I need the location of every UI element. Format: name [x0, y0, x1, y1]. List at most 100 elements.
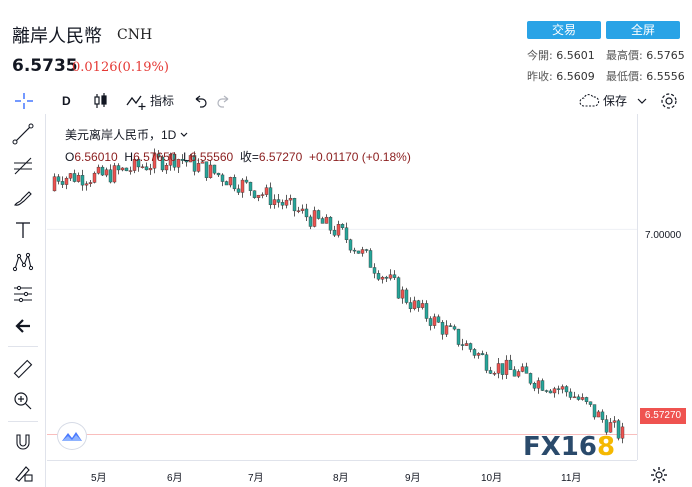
chart-settings-icon[interactable] [650, 466, 668, 484]
legend-chevron-icon[interactable] [180, 129, 188, 143]
brush-icon[interactable] [10, 186, 36, 210]
candle-body [72, 173, 77, 182]
text-tool-icon[interactable] [10, 218, 36, 242]
candle-body [256, 194, 261, 198]
magnet-icon[interactable] [10, 430, 36, 454]
candle-body [408, 302, 413, 309]
candle-body [148, 168, 153, 171]
candle-body [324, 216, 329, 224]
candle-body [156, 153, 161, 158]
candle-body [544, 390, 549, 392]
candle-body [368, 250, 373, 268]
candle-body [168, 154, 173, 166]
candle-body [352, 249, 357, 252]
settings-gear-icon[interactable] [660, 91, 678, 111]
symbol-code: CNH [117, 27, 153, 43]
fib-tool-icon[interactable] [10, 154, 36, 178]
candle-body [260, 194, 265, 196]
candle-body [364, 249, 369, 251]
candle-body [572, 396, 577, 399]
candle-body [448, 325, 453, 327]
cloud-icon[interactable] [578, 91, 600, 111]
candle-body [176, 159, 181, 168]
tradingview-logo-icon[interactable] [57, 422, 87, 450]
back-arrow-icon[interactable] [10, 314, 36, 338]
candle-body [316, 210, 321, 219]
chart-pane[interactable] [47, 114, 637, 460]
candle-body [312, 210, 317, 227]
save-button[interactable]: 保存 [603, 94, 628, 108]
candle-body [240, 179, 245, 193]
candle-body [484, 354, 489, 371]
price-change: 0.0126(0.19%) [72, 60, 169, 75]
candle-body [524, 366, 529, 374]
candle-body [604, 419, 609, 433]
price-axis[interactable]: 7.00000 [637, 114, 692, 460]
candle-body [384, 276, 389, 279]
candle-body [428, 318, 433, 326]
candle-body [252, 190, 257, 198]
price-tick-label: 7.00000 [645, 230, 682, 241]
candle-body [76, 175, 81, 182]
candle-body [600, 411, 605, 420]
candle-body [112, 165, 117, 183]
candle-body [376, 273, 381, 280]
candle-body [340, 224, 345, 228]
lock-draw-icon[interactable] [10, 460, 36, 484]
trade-button[interactable]: 交易 [527, 21, 601, 39]
candle-body [476, 353, 481, 356]
candle-body [592, 404, 597, 418]
candle-body [464, 343, 469, 346]
interval-button[interactable]: D [62, 94, 71, 108]
time-axis[interactable]: 5月 6月 7月 8月 9月 10月 11月 [47, 460, 637, 487]
candle-body [396, 277, 401, 299]
candle-body [432, 316, 437, 326]
candle-type-icon[interactable] [93, 91, 109, 111]
candle-body [96, 166, 101, 174]
zoom-in-icon[interactable] [10, 389, 36, 413]
candle-body [556, 388, 561, 390]
candle-body [532, 383, 537, 389]
candlestick-chart[interactable] [47, 114, 637, 460]
chart-toolbar: D 指标 保存 [0, 86, 692, 114]
candle-body [128, 170, 133, 172]
candle-body [568, 391, 573, 398]
time-label: 10月 [481, 473, 503, 484]
candle-body [452, 326, 457, 330]
candle-body [188, 155, 193, 163]
time-label: 7月 [248, 473, 264, 484]
candle-body [564, 386, 569, 393]
prev-close-stat: 昨收: 6.5609 [527, 70, 595, 83]
candle-body [88, 182, 93, 184]
candle-body [560, 386, 565, 390]
candle-body [584, 397, 589, 402]
candle-body [220, 174, 225, 182]
crosshair-icon[interactable] [13, 91, 35, 111]
redo-icon[interactable] [216, 91, 232, 111]
candle-body [620, 426, 625, 439]
candle-body [196, 163, 201, 172]
candle-body [80, 175, 85, 186]
candle-body [516, 371, 521, 377]
fx168-watermark: FX168 [523, 432, 616, 462]
ruler-icon[interactable] [10, 357, 36, 381]
candle-body [460, 344, 465, 346]
candle-body [444, 325, 449, 335]
candle-body [616, 420, 621, 439]
candle-body [588, 401, 593, 405]
fullscreen-button[interactable]: 全屏 [606, 21, 680, 39]
candle-body [204, 161, 209, 178]
chevron-down-icon[interactable] [637, 91, 647, 111]
indicators-icon[interactable] [125, 91, 147, 111]
indicators-button[interactable]: 指标 [150, 94, 175, 108]
trend-line-icon[interactable] [10, 122, 36, 146]
chart-legend-title[interactable]: 美元离岸人民币，1D [65, 126, 188, 143]
candle-body [416, 300, 421, 308]
projection-tool-icon[interactable] [10, 282, 36, 306]
candle-body [520, 366, 525, 372]
pattern-tool-icon[interactable] [10, 250, 36, 274]
candle-body [320, 218, 325, 224]
undo-icon[interactable] [192, 91, 208, 111]
candle-body [344, 227, 349, 240]
candle-body [508, 359, 513, 370]
